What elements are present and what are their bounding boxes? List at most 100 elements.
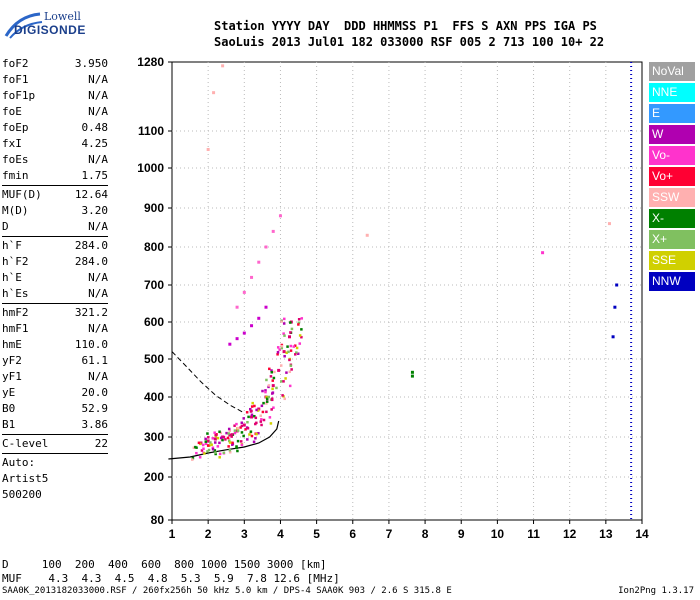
data-point xyxy=(235,422,238,426)
data-point xyxy=(277,368,281,372)
data-point xyxy=(259,414,262,417)
data-point xyxy=(257,407,261,411)
data-point xyxy=(233,429,237,432)
param-row: B0 52.9 xyxy=(2,401,108,417)
param-row: h`F2 284.0 xyxy=(2,254,108,270)
data-point xyxy=(289,349,293,352)
data-point xyxy=(242,331,246,335)
param-name: yF2 xyxy=(2,354,22,367)
data-point xyxy=(246,438,249,441)
data-point xyxy=(260,423,263,427)
data-point xyxy=(289,321,292,324)
param-name: fxI xyxy=(2,137,22,150)
data-point xyxy=(200,449,204,452)
legend-item: NNW xyxy=(649,272,695,291)
param-separator xyxy=(2,236,108,237)
y-tick-label: 400 xyxy=(144,390,164,404)
data-point xyxy=(271,229,275,233)
x-tick-label: 8 xyxy=(422,527,429,541)
data-point xyxy=(410,370,414,374)
data-point xyxy=(249,431,252,435)
data-point xyxy=(214,452,217,456)
param-name: h`F2 xyxy=(2,255,29,268)
data-point xyxy=(250,413,254,417)
x-tick-label: 9 xyxy=(458,527,465,541)
data-point xyxy=(253,404,256,408)
data-point xyxy=(214,451,217,454)
param-row: B1 3.86 xyxy=(2,417,108,433)
data-point xyxy=(242,434,245,438)
data-point xyxy=(271,384,275,388)
data-point xyxy=(276,351,280,354)
data-point xyxy=(255,432,258,436)
data-point xyxy=(236,439,240,443)
data-point xyxy=(209,441,212,444)
data-point xyxy=(249,430,253,433)
data-point xyxy=(250,405,254,408)
legend-item: W xyxy=(649,125,695,144)
legend-item: X+ xyxy=(649,230,695,249)
data-point xyxy=(271,387,274,391)
legend-item: Vo+ xyxy=(649,167,695,186)
param-row: foEp 0.48 xyxy=(2,120,108,136)
autoscale-text: 500200 xyxy=(2,488,42,501)
data-point xyxy=(262,418,266,422)
param-value: N/A xyxy=(88,73,108,86)
data-point xyxy=(227,427,231,431)
y-tick-label: 1000 xyxy=(137,161,164,175)
param-value: N/A xyxy=(88,220,108,233)
data-point xyxy=(282,332,285,335)
data-point xyxy=(207,448,211,452)
param-value: N/A xyxy=(88,153,108,166)
data-point xyxy=(273,370,276,374)
param-name: foF2 xyxy=(2,57,29,70)
data-point xyxy=(293,344,297,347)
data-point xyxy=(282,322,286,325)
data-point xyxy=(410,374,414,378)
param-row: h`F 284.0 xyxy=(2,238,108,254)
data-point xyxy=(231,443,234,446)
data-point xyxy=(262,401,265,405)
data-point xyxy=(211,446,215,449)
param-value: 0.48 xyxy=(81,121,109,134)
data-point xyxy=(285,371,288,374)
param-value: 20.0 xyxy=(81,386,109,399)
data-point xyxy=(242,290,246,294)
data-point xyxy=(297,318,301,321)
param-separator xyxy=(2,453,108,454)
extrapolated-profile xyxy=(171,351,245,414)
digisonde-logo: Lowell DIGISONDE xyxy=(4,10,85,44)
data-point xyxy=(287,350,290,354)
param-separator xyxy=(2,434,108,435)
x-tick-label: 12 xyxy=(563,527,577,541)
data-point xyxy=(211,437,215,440)
param-name: hmF2 xyxy=(2,306,29,319)
data-point xyxy=(204,437,207,441)
data-point xyxy=(206,432,209,435)
data-point xyxy=(280,380,283,383)
param-name: foF1 xyxy=(2,73,29,86)
data-point xyxy=(236,426,239,430)
param-value: 284.0 xyxy=(74,255,108,268)
data-point xyxy=(239,440,243,443)
data-point xyxy=(264,389,267,392)
data-point xyxy=(269,422,273,425)
data-point xyxy=(260,404,264,408)
data-point xyxy=(295,346,299,350)
data-point xyxy=(254,437,257,440)
legend-item: X- xyxy=(649,209,695,228)
data-point xyxy=(289,331,292,334)
data-point xyxy=(289,344,293,348)
footer-table: D 100 200 400 600 800 1000 1500 3000 [km… xyxy=(2,558,340,586)
param-name: C-level xyxy=(2,437,49,450)
data-point xyxy=(280,344,284,348)
param-name: MUF(D) xyxy=(2,188,42,201)
data-point xyxy=(255,421,258,425)
data-point xyxy=(240,424,244,428)
data-point xyxy=(230,433,234,436)
data-point xyxy=(206,439,210,443)
data-point xyxy=(254,416,258,420)
data-point xyxy=(227,439,231,443)
data-point xyxy=(265,410,268,414)
data-point xyxy=(204,440,208,443)
